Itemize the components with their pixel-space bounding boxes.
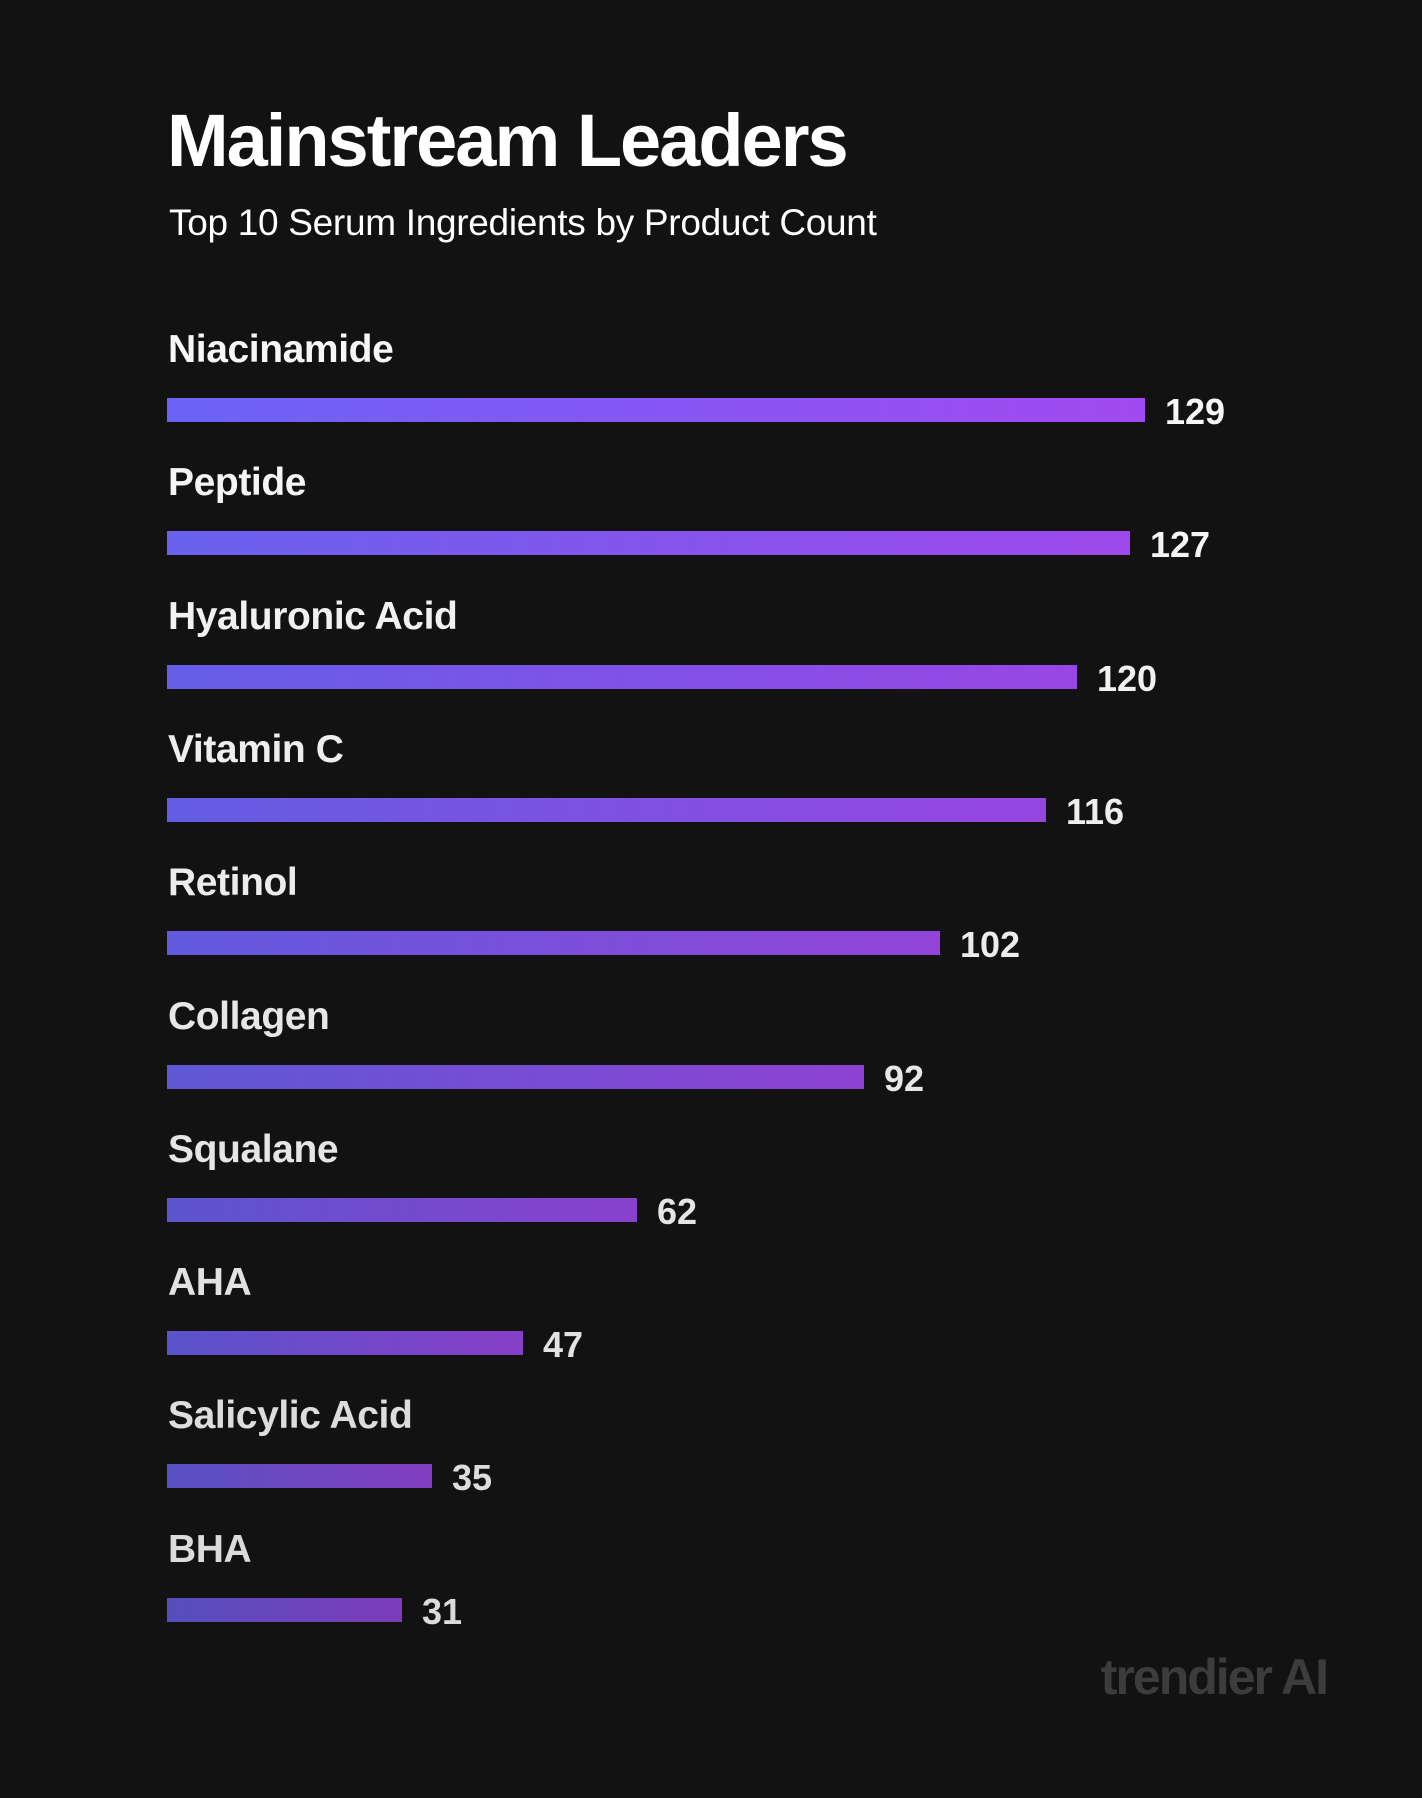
bar-label: AHA bbox=[168, 1261, 252, 1304]
bar-row: Niacinamide 129 bbox=[167, 330, 1307, 440]
bar-row: Peptide 127 bbox=[167, 463, 1307, 573]
bar-label: Salicylic Acid bbox=[168, 1394, 413, 1437]
bar-value-label: 31 bbox=[422, 1591, 463, 1632]
bar-label: BHA bbox=[168, 1528, 252, 1571]
bar-chart: Niacinamide 129 Peptide 127 Hyaluronic Acid 1… bbox=[167, 330, 1307, 1650]
chart-title: Mainstream Leaders bbox=[167, 99, 849, 182]
bar-row: Hyaluronic Acid 120 bbox=[167, 597, 1307, 707]
bar-label: Vitamin C bbox=[168, 728, 344, 771]
bar-value-label: 102 bbox=[960, 924, 1021, 965]
bar-label: Squalane bbox=[168, 1128, 339, 1171]
bar-value-label: 116 bbox=[1066, 791, 1125, 832]
bar bbox=[167, 1464, 432, 1488]
bar bbox=[167, 1331, 523, 1355]
bar bbox=[167, 531, 1130, 555]
bar-row: AHA 47 bbox=[167, 1263, 1307, 1373]
bar-row: Retinol 102 bbox=[167, 863, 1307, 973]
bar bbox=[167, 1065, 864, 1089]
brand-logo: trendier AI bbox=[1100, 1649, 1329, 1705]
bar-value-label: 62 bbox=[657, 1191, 698, 1232]
bar bbox=[167, 1198, 637, 1222]
bar bbox=[167, 398, 1145, 422]
bar bbox=[167, 798, 1046, 822]
bar-row: Squalane 62 bbox=[167, 1130, 1307, 1240]
bar-value-label: 47 bbox=[543, 1324, 584, 1365]
bar bbox=[167, 931, 940, 955]
bar-label: Collagen bbox=[168, 995, 330, 1038]
bar-label: Hyaluronic Acid bbox=[168, 595, 458, 638]
bar-value-label: 127 bbox=[1150, 524, 1211, 565]
bar-value-label: 120 bbox=[1097, 658, 1158, 699]
bar-row: Collagen 92 bbox=[167, 997, 1307, 1107]
bar-label: Retinol bbox=[168, 861, 298, 904]
bar bbox=[167, 1598, 402, 1622]
bar-row: Salicylic Acid 35 bbox=[167, 1396, 1307, 1506]
bar-row: BHA 31 bbox=[167, 1530, 1307, 1640]
bar-value-label: 92 bbox=[884, 1058, 925, 1099]
bar-label: Niacinamide bbox=[168, 328, 394, 371]
bar-label: Peptide bbox=[168, 461, 307, 504]
chart-subtitle: Top 10 Serum Ingredients by Product Coun… bbox=[169, 202, 877, 243]
bar-value-label: 129 bbox=[1165, 391, 1226, 432]
bar-value-label: 35 bbox=[452, 1457, 493, 1498]
bar bbox=[167, 665, 1077, 689]
bar-row: Vitamin C 116 bbox=[167, 730, 1307, 840]
